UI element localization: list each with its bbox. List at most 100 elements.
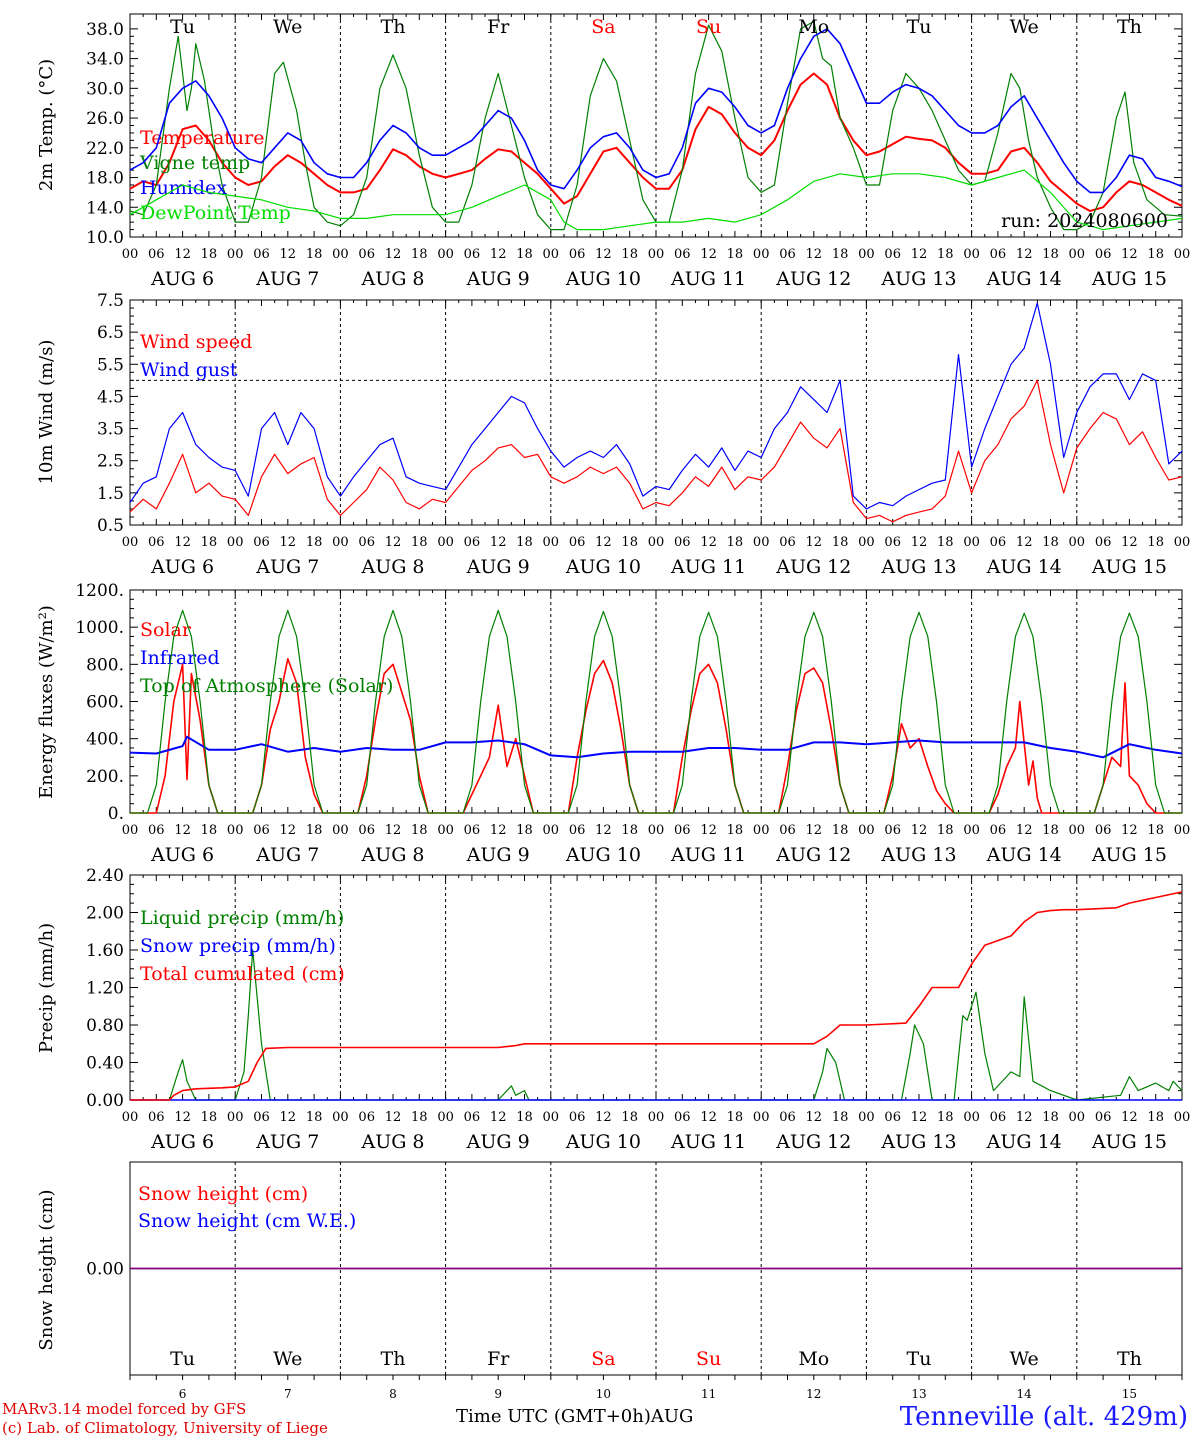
date-label: AUG 11 [670, 556, 746, 578]
day-abbr-label: We [1010, 1348, 1039, 1370]
hour-label: 12 [490, 1110, 507, 1125]
y-tick-label: 18.0 [86, 169, 124, 189]
y-tick-label: 4.5 [97, 387, 124, 407]
hour-label: 00 [858, 1110, 875, 1125]
hour-label: 06 [569, 1110, 586, 1125]
hour-label: 12 [280, 1110, 297, 1125]
legend-infrared: Infrared [140, 647, 220, 669]
hour-label: 00 [437, 247, 454, 262]
date-label: AUG 15 [1091, 268, 1167, 290]
hour-label: 00 [963, 247, 980, 262]
hour-label: 06 [990, 535, 1007, 550]
hour-label: 12 [806, 247, 823, 262]
hour-label: 06 [884, 1110, 901, 1125]
hour-label: 18 [937, 823, 954, 838]
hour-label: 06 [253, 1110, 270, 1125]
hour-label: 06 [569, 823, 586, 838]
y-tick-label: 200. [86, 767, 124, 787]
hour-label: 12 [174, 823, 191, 838]
day-abbr-label: Tu [170, 16, 195, 38]
y-tick-label: 1.5 [97, 484, 124, 504]
hour-label: 00 [332, 247, 349, 262]
y-tick-label: 22.0 [86, 139, 124, 159]
hour-label: 12 [806, 535, 823, 550]
lab-credit: (c) Lab. of Climatology, University of L… [2, 1419, 328, 1437]
day-abbr-label: Fr [487, 16, 510, 38]
y-tick-label: 30.0 [86, 79, 124, 99]
hour-label: 12 [490, 247, 507, 262]
day-abbr-label: Th [381, 16, 406, 38]
hour-label: 18 [411, 823, 428, 838]
hour-label: 18 [201, 535, 218, 550]
date-label: AUG 14 [986, 268, 1062, 290]
hour-label: 06 [253, 247, 270, 262]
day-abbr-label: Sa [591, 16, 615, 38]
hour-label: 18 [411, 535, 428, 550]
hour-label: 06 [358, 247, 375, 262]
date-label: AUG 9 [466, 268, 530, 290]
hour-label: 12 [911, 535, 928, 550]
hour-label: 18 [937, 1110, 954, 1125]
hour-label: 12 [595, 535, 612, 550]
date-label: AUG 9 [466, 844, 530, 866]
day-abbr-label: Mo [798, 1348, 829, 1370]
date-label: AUG 13 [880, 844, 956, 866]
legend-snow-precip-mm-h: Snow precip (mm/h) [140, 935, 336, 957]
legend-snow-height-cm: Snow height (cm) [138, 1183, 308, 1205]
hour-label: 06 [674, 535, 691, 550]
y-tick-label: 7.5 [97, 291, 124, 311]
hour-label: 00 [122, 823, 139, 838]
hour-label: 18 [516, 823, 533, 838]
hour-label: 00 [648, 823, 665, 838]
y-tick-label: 2.00 [86, 904, 124, 924]
hour-label: 18 [1147, 535, 1164, 550]
day-number-label: 10 [596, 1387, 611, 1401]
hour-label: 18 [516, 1110, 533, 1125]
date-label: AUG 8 [360, 268, 424, 290]
hour-label: 12 [280, 247, 297, 262]
legend-snow-height-cm-w-e: Snow height (cm W.E.) [138, 1210, 356, 1232]
hour-label: 12 [174, 535, 191, 550]
hour-label: 06 [1095, 535, 1112, 550]
y-axis-label: Snow height (cm) [36, 1189, 57, 1350]
series-line-dewpoint-temp [129, 169, 1183, 231]
day-abbr-label: Su [696, 1348, 721, 1370]
hour-label: 12 [911, 823, 928, 838]
hour-label: 00 [1174, 1110, 1191, 1125]
hour-label: 18 [201, 823, 218, 838]
date-label: AUG 14 [986, 556, 1062, 578]
hour-label: 12 [700, 247, 717, 262]
hour-label: 12 [174, 1110, 191, 1125]
hour-label: 06 [148, 1110, 165, 1125]
hour-label: 00 [858, 823, 875, 838]
series-line-total-cumulated-cm [130, 891, 1183, 1101]
hour-label: 06 [253, 823, 270, 838]
date-label: AUG 7 [255, 268, 319, 290]
hour-label: 00 [753, 535, 770, 550]
legend-wind-gust: Wind gust [140, 359, 238, 381]
y-tick-label: 3.5 [97, 420, 124, 440]
hour-label: 18 [1042, 535, 1059, 550]
hour-label: 00 [227, 823, 244, 838]
hour-label: 06 [464, 1110, 481, 1125]
date-label: AUG 14 [986, 844, 1062, 866]
date-label: AUG 6 [150, 1131, 214, 1153]
legend-total-cumulated-cm: Total cumulated (cm) [140, 963, 345, 985]
hour-label: 06 [779, 247, 796, 262]
hour-label: 00 [332, 535, 349, 550]
hour-label: 00 [648, 247, 665, 262]
date-label: AUG 15 [1091, 1131, 1167, 1153]
hour-label: 00 [963, 823, 980, 838]
hour-label: 12 [385, 535, 402, 550]
legend-liquid-precip-mm-h: Liquid precip (mm/h) [140, 907, 344, 929]
hour-label: 06 [464, 535, 481, 550]
y-tick-label: 400. [86, 730, 124, 750]
hour-label: 18 [832, 535, 849, 550]
date-label: AUG 13 [880, 268, 956, 290]
hour-label: 12 [700, 823, 717, 838]
y-tick-label: 600. [86, 693, 124, 713]
hour-label: 18 [727, 535, 744, 550]
hour-label: 00 [332, 1110, 349, 1125]
date-label: AUG 8 [360, 1131, 424, 1153]
series-line-vigne-temp [129, 20, 1183, 231]
